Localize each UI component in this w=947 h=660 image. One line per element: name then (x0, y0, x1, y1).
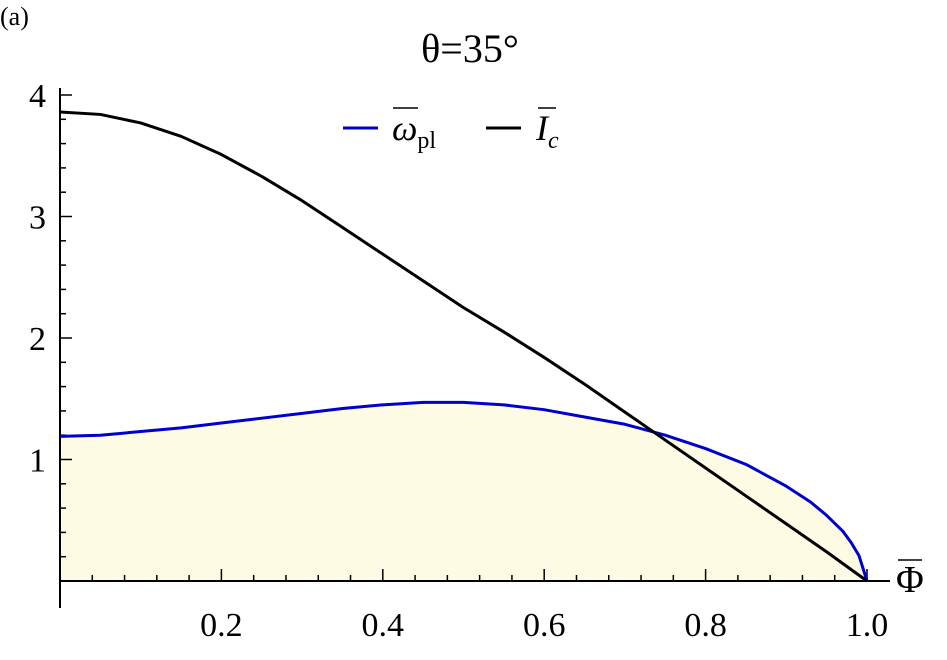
x-tick-label: 0.4 (362, 607, 405, 644)
y-tick-label: 4 (29, 78, 46, 115)
legend: ωpl Ic (343, 107, 559, 154)
x-axis-label: Φ (896, 559, 924, 601)
y-tick-label: 3 (29, 200, 46, 237)
legend-ic-symbol: I (535, 108, 550, 148)
y-tick-label: 2 (29, 321, 46, 358)
x-tick-label: 0.2 (200, 607, 243, 644)
series-line-ic (59, 110, 868, 583)
tick-labels: 0.2 0.4 0.6 0.8 1.0 1 2 3 4 (29, 78, 888, 644)
chart-title: θ=35° (421, 26, 519, 71)
y-tick-label: 1 (29, 443, 46, 480)
legend-entry-ic: Ic (535, 108, 559, 154)
series-line-omega (59, 400, 869, 582)
panel-label: (a) (0, 2, 29, 31)
legend-omega-subscript: pl (417, 128, 436, 154)
legend-entry-omega: ωpl (392, 108, 436, 154)
x-axis-label-text: Φ (896, 559, 924, 601)
legend-omega-symbol: ω (392, 108, 417, 148)
x-tick-label: 1.0 (846, 607, 889, 644)
x-tick-label: 0.8 (684, 607, 727, 644)
legend-ic-subscript: c (548, 128, 559, 154)
axes (59, 88, 890, 608)
series-lines (59, 110, 869, 583)
area-fill-under-omega (60, 402, 867, 581)
x-tick-label: 0.6 (523, 607, 566, 644)
